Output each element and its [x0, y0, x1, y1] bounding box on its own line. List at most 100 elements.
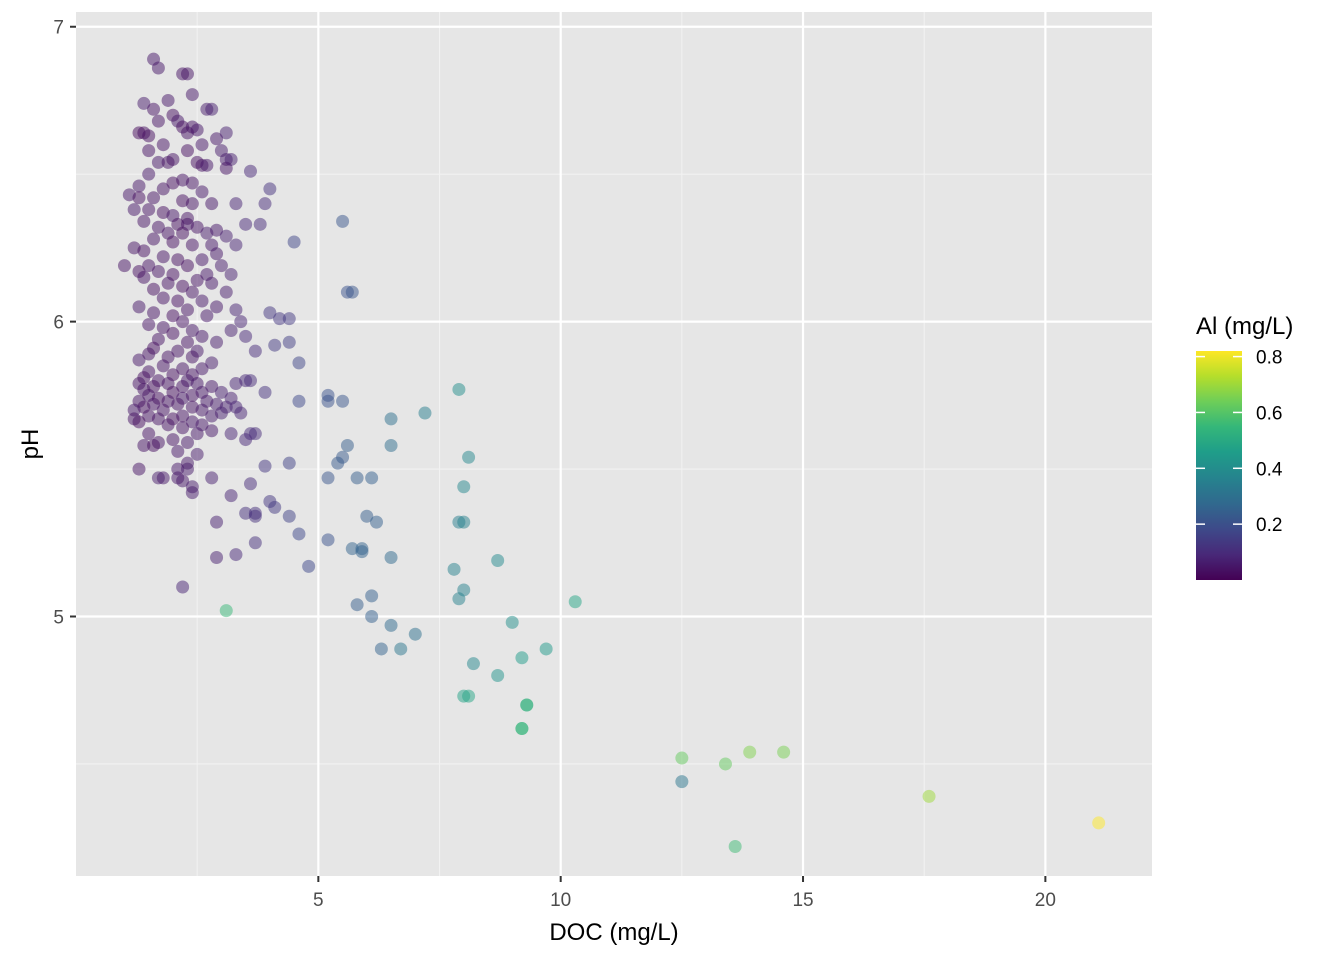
data-point — [210, 300, 224, 314]
data-point — [132, 191, 146, 205]
data-point — [462, 450, 476, 464]
data-point — [166, 326, 180, 340]
data-point — [728, 840, 742, 854]
data-point — [210, 335, 224, 349]
data-point — [171, 397, 185, 411]
data-point — [273, 312, 287, 326]
plot-panel — [76, 12, 1152, 876]
data-point — [268, 338, 282, 352]
data-point — [190, 447, 204, 461]
data-point — [156, 138, 170, 152]
data-point — [210, 132, 224, 146]
data-point — [219, 161, 233, 175]
data-point — [176, 362, 190, 376]
data-point — [205, 379, 219, 393]
data-point — [176, 279, 190, 293]
data-point — [171, 253, 185, 267]
data-point — [248, 509, 262, 523]
data-point — [229, 303, 243, 317]
data-point — [142, 167, 156, 181]
data-point — [147, 438, 161, 452]
data-point — [418, 406, 432, 420]
data-point — [224, 427, 238, 441]
data-point — [156, 182, 170, 196]
data-point — [457, 480, 471, 494]
data-point — [142, 129, 156, 143]
data-point — [214, 385, 228, 399]
data-point — [180, 144, 194, 158]
data-point — [321, 533, 335, 547]
data-point — [777, 745, 791, 759]
data-point — [408, 627, 422, 641]
data-point — [166, 309, 180, 323]
data-point — [224, 323, 238, 337]
data-point — [321, 471, 335, 485]
data-point — [287, 235, 301, 249]
data-point — [447, 562, 461, 576]
data-point — [147, 102, 161, 116]
data-point — [229, 197, 243, 211]
data-point — [185, 480, 199, 494]
legend-tick-label: 0.2 — [1256, 515, 1282, 536]
data-point — [239, 433, 253, 447]
data-point — [239, 329, 253, 343]
data-point — [258, 459, 272, 473]
data-point — [166, 235, 180, 249]
data-point — [185, 323, 199, 337]
data-point — [331, 456, 345, 470]
data-point — [462, 689, 476, 703]
data-point — [156, 250, 170, 264]
data-point — [151, 412, 165, 426]
data-point — [156, 359, 170, 373]
data-point — [176, 379, 190, 393]
legend-tick-label: 0.4 — [1256, 459, 1283, 480]
x-tick-label: 20 — [1035, 890, 1056, 911]
data-point — [151, 220, 165, 234]
data-point — [370, 515, 384, 529]
data-point — [355, 542, 369, 556]
data-point — [743, 745, 757, 759]
data-point — [258, 385, 272, 399]
data-point — [205, 471, 219, 485]
data-point — [195, 138, 209, 152]
data-point — [520, 698, 534, 712]
data-point — [282, 456, 296, 470]
data-point — [151, 264, 165, 278]
data-point — [248, 536, 262, 550]
data-point — [248, 427, 262, 441]
data-point — [161, 418, 175, 432]
data-point — [147, 232, 161, 246]
data-point — [243, 477, 257, 491]
x-tick-label: 10 — [550, 890, 571, 911]
data-point — [151, 61, 165, 75]
data-point — [132, 462, 146, 476]
x-axis: 5 10 15 20 — [313, 876, 1056, 911]
data-point — [161, 155, 175, 169]
major-gridlines — [76, 12, 1152, 876]
data-point — [205, 102, 219, 116]
data-point — [360, 509, 374, 523]
data-point — [345, 285, 359, 299]
data-point — [268, 500, 282, 514]
data-point — [171, 294, 185, 308]
data-point — [365, 610, 379, 624]
data-point — [142, 203, 156, 217]
data-point — [195, 185, 209, 199]
data-point — [190, 273, 204, 287]
data-point — [239, 217, 253, 231]
data-point — [282, 509, 296, 523]
legend-ticks: 0.2 0.4 0.6 0.8 — [1196, 348, 1283, 536]
data-point — [180, 259, 194, 273]
data-point — [137, 244, 151, 258]
data-point — [243, 164, 257, 178]
data-point — [185, 176, 199, 190]
data-point — [1092, 816, 1106, 830]
data-point — [394, 642, 408, 656]
data-point — [156, 321, 170, 335]
data-point — [171, 444, 185, 458]
data-point — [258, 197, 272, 211]
x-axis-title: DOC (mg/L) — [549, 919, 678, 946]
legend-title: Al (mg/L) — [1196, 313, 1293, 340]
data-point — [229, 377, 243, 391]
y-tick-label: 5 — [53, 608, 64, 629]
